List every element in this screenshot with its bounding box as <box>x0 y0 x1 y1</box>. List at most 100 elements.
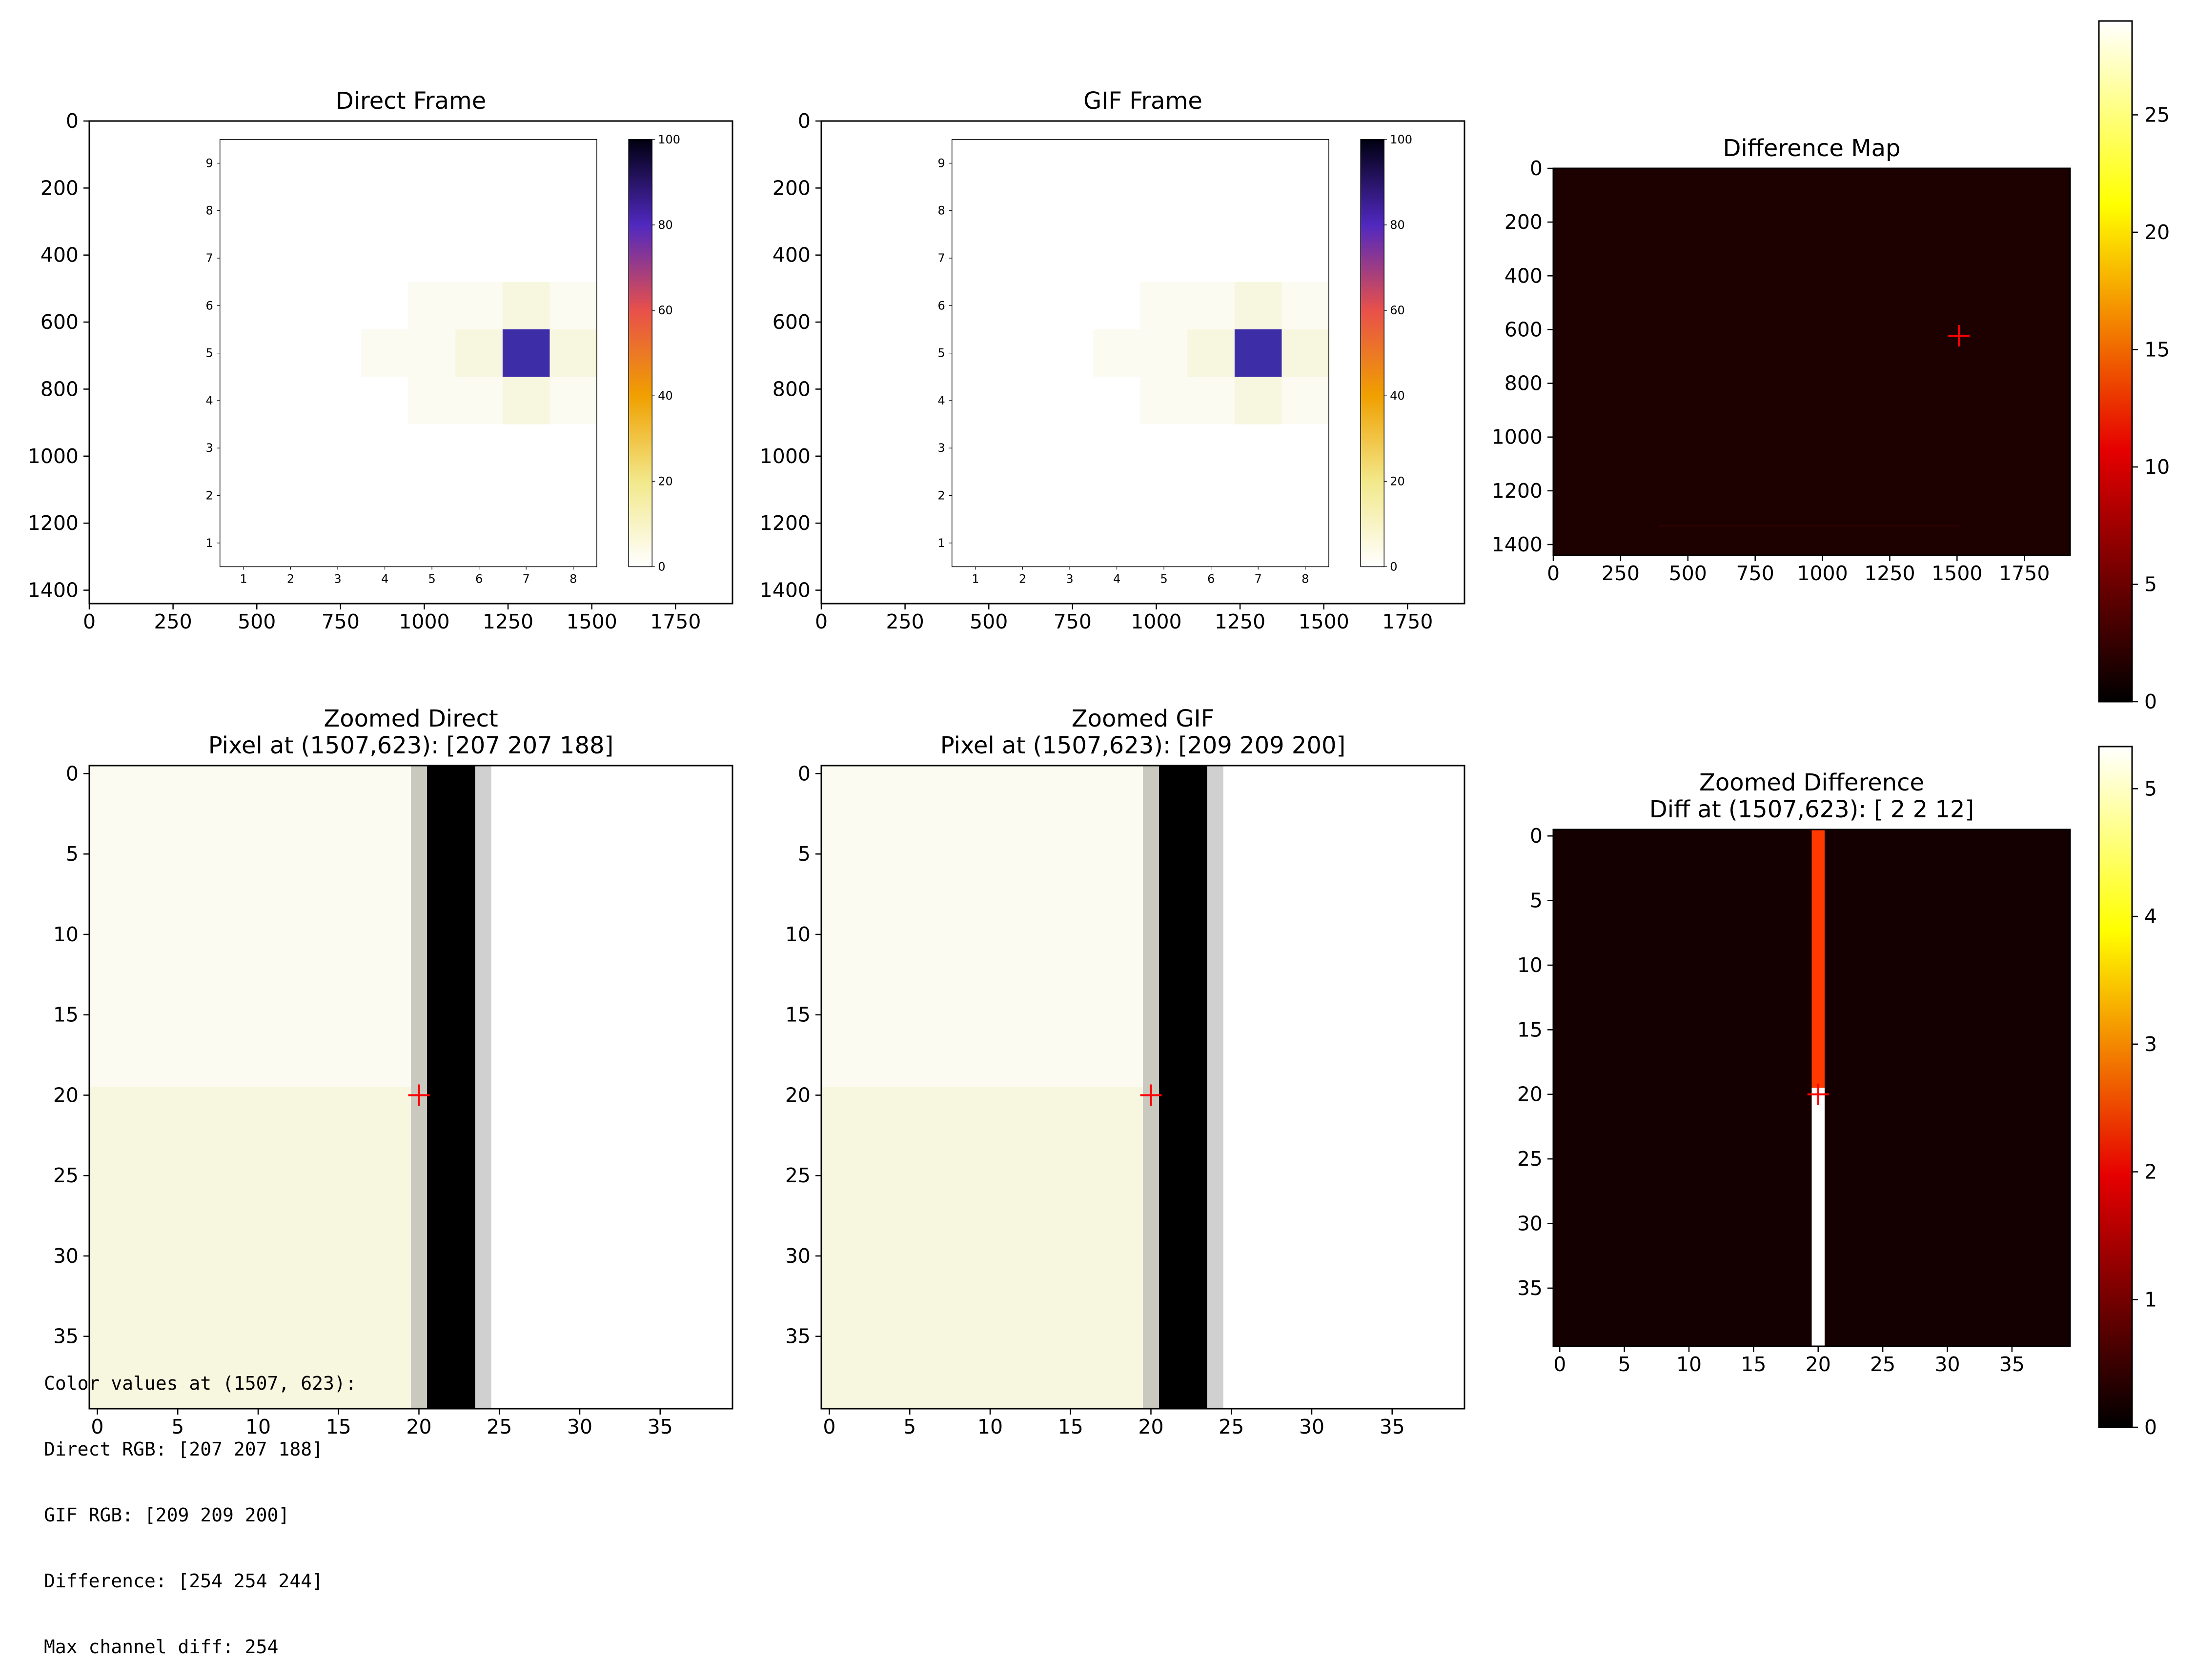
zoom-region <box>89 766 411 1087</box>
heatmap-cell <box>455 329 503 377</box>
panel-zoomed-difference: 0 5 10 15 20 25 30 35 0 5 10 15 20 25 30 35 Zoomed Diffe… <box>1517 769 2071 1376</box>
y-tick-label: 400 <box>773 243 811 267</box>
y-tick-label: 0 <box>66 109 79 133</box>
y-tick-label: 800 <box>41 377 79 401</box>
heatmap-peak-cell <box>1234 329 1282 377</box>
x-tick-label: 35 <box>1999 1353 2025 1376</box>
colorbar-tick-label: 5 <box>2144 572 2157 596</box>
y-tick-label: 5 <box>798 842 811 866</box>
x-tick-label: 25 <box>1219 1415 1244 1438</box>
x-tick-label: 750 <box>322 610 360 633</box>
embedded-x-tick-label: 4 <box>1113 572 1120 586</box>
embedded-y-tick-label: 4 <box>937 394 945 407</box>
y-tick-label: 600 <box>1505 318 1543 341</box>
embedded-colorbar-tick-label: 80 <box>1390 218 1405 232</box>
x-tick-label: 10 <box>245 1415 271 1438</box>
y-tick-label: 10 <box>785 923 811 946</box>
embedded-colorbar-tick-label: 0 <box>658 560 665 573</box>
heatmap-cell <box>502 377 550 425</box>
x-tick-label: 0 <box>91 1415 103 1438</box>
x-tick-label: 10 <box>977 1415 1003 1438</box>
heatmap-cell <box>1281 282 1329 329</box>
x-tick-label: 1750 <box>650 610 701 633</box>
y-tick-label: 35 <box>785 1325 811 1348</box>
heatmap-cell <box>1281 329 1329 377</box>
y-tick-label: 30 <box>53 1244 79 1268</box>
embedded-y-tick-label: 4 <box>205 394 213 407</box>
embedded-y-tick-label: 7 <box>937 251 945 265</box>
embedded-colorbar <box>628 139 652 567</box>
panel-subtitle: Pixel at (1507,623): [207 207 188] <box>208 732 614 759</box>
embedded-x-tick-label: 5 <box>428 572 435 586</box>
y-tick-label: 0 <box>1530 824 1543 848</box>
zoom-column <box>427 766 475 1409</box>
y-tick-label: 0 <box>1530 157 1543 180</box>
x-tick-label: 0 <box>1553 1353 1566 1376</box>
x-tick-label: 15 <box>326 1415 351 1438</box>
y-tick-label: 600 <box>41 310 79 334</box>
heatmap-cell <box>549 329 597 377</box>
heatmap-cell <box>1234 282 1282 329</box>
embedded-x-tick-label: 2 <box>287 572 294 586</box>
embedded-colorbar-tick-label: 100 <box>658 133 680 146</box>
x-tick-label: 25 <box>487 1415 512 1438</box>
embedded-y-tick-label: 5 <box>205 346 213 360</box>
y-tick-label: 20 <box>53 1083 79 1107</box>
x-tick-label: 250 <box>886 610 924 633</box>
x-tick-label: 35 <box>1380 1415 1405 1438</box>
x-tick-label: 0 <box>823 1415 835 1438</box>
embedded-y-tick-label: 8 <box>937 204 945 218</box>
x-tick-label: 20 <box>1138 1415 1163 1438</box>
axes-frame <box>88 765 733 1410</box>
zoom-column <box>475 766 491 1409</box>
x-tick-label: 250 <box>154 610 192 633</box>
heatmap-cell <box>549 282 597 329</box>
y-tick-label: 35 <box>53 1325 79 1348</box>
panel-zoomed-gif: 0 5 10 15 20 25 30 35 0 5 10 15 20 25 30 35 Zoomed GIFPi… <box>785 705 1465 1438</box>
colorbar: 0 1 2 3 4 5 <box>2098 746 2157 1439</box>
y-tick-label: 20 <box>785 1083 811 1107</box>
y-tick-label: 0 <box>798 109 811 133</box>
x-tick-label: 5 <box>903 1415 916 1438</box>
panel-title: Zoomed Direct <box>324 705 498 732</box>
colorbar-tick-label: 3 <box>2144 1032 2157 1056</box>
panel-difference-map: 0 250 500 750 1000 1250 1500 1750 0 200 400 600 800 1… <box>1492 135 2071 585</box>
heatmap-cell <box>408 282 456 329</box>
panel-subtitle: Diff at (1507,623): [ 2 2 12] <box>1649 796 1974 823</box>
difference-strip <box>1811 830 1825 1088</box>
embedded-colorbar <box>1360 139 1385 567</box>
colorbar-tick-label: 20 <box>2144 221 2170 244</box>
embedded-x-tick-label: 3 <box>334 572 341 586</box>
y-tick-label: 400 <box>41 243 79 267</box>
heatmap-cell <box>408 377 456 425</box>
info-line: Max channel diff: 254 <box>44 1636 279 1658</box>
embedded-y-tick-label: 1 <box>205 536 213 550</box>
heatmap-cell <box>502 282 550 329</box>
zoom-column <box>1207 766 1223 1409</box>
y-tick-label: 15 <box>785 1003 811 1027</box>
y-tick-label: 400 <box>1505 264 1543 287</box>
colorbar-tick-label: 1 <box>2144 1288 2157 1311</box>
x-tick-label: 30 <box>1299 1415 1324 1438</box>
embedded-x-tick-label: 7 <box>1255 572 1262 586</box>
y-tick-label: 200 <box>41 176 79 200</box>
x-tick-label: 0 <box>815 610 828 633</box>
embedded-x-tick-label: 6 <box>1207 572 1215 586</box>
colorbar-tick-label: 25 <box>2144 103 2170 126</box>
y-tick-label: 1200 <box>760 511 811 535</box>
x-tick-label: 5 <box>1618 1353 1631 1376</box>
y-tick-label: 1000 <box>760 445 811 468</box>
x-tick-label: 25 <box>1870 1353 1895 1376</box>
embedded-y-tick-label: 3 <box>937 441 945 455</box>
colorbar-tick-label: 4 <box>2144 905 2157 928</box>
panel-title: GIF Frame <box>1083 87 1202 115</box>
x-tick-label: 750 <box>1054 610 1092 633</box>
colorbar-gradient <box>2098 746 2133 1428</box>
embedded-colorbar-tick-label: 40 <box>1390 389 1405 403</box>
y-tick-label: 35 <box>1517 1276 1543 1300</box>
y-tick-label: 10 <box>1517 953 1543 977</box>
embedded-y-tick-label: 6 <box>937 299 945 312</box>
x-tick-label: 250 <box>1602 562 1640 585</box>
